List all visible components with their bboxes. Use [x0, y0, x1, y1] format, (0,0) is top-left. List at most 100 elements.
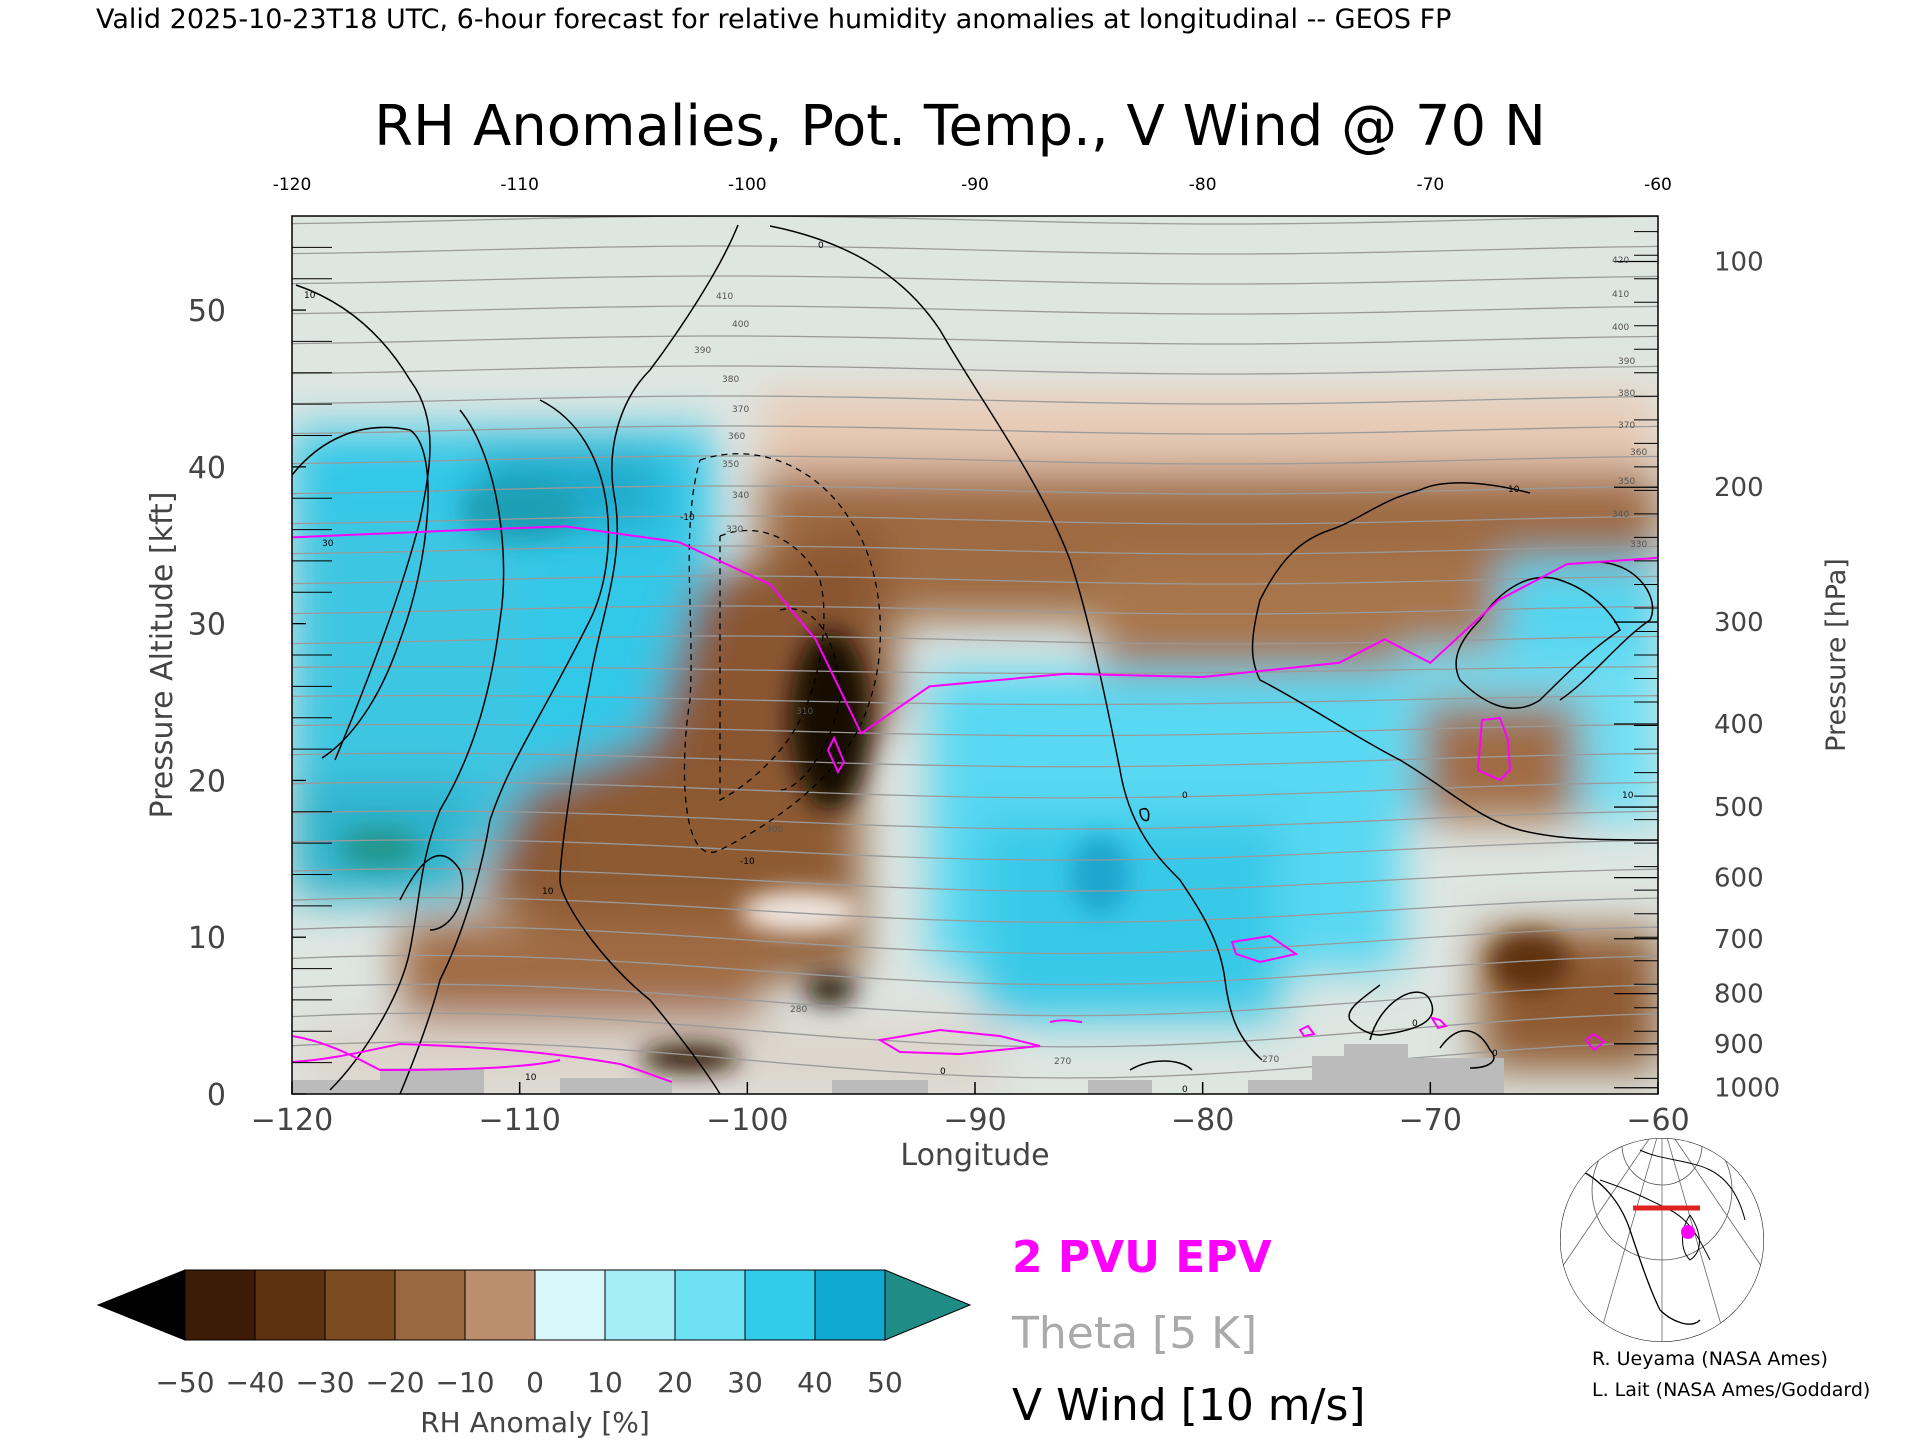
terrain-mask: [292, 1044, 1504, 1094]
theta-contour: [292, 954, 1658, 986]
theta-label: 310: [796, 707, 813, 717]
theta-label: 360: [728, 432, 745, 442]
vwind-label: 0: [1412, 1019, 1418, 1029]
theta-label: 300: [766, 825, 783, 835]
theta-contour: [292, 1012, 1658, 1048]
theta-contour: [292, 455, 1658, 465]
theta-label: 350: [1618, 477, 1635, 487]
theta-contour: [292, 216, 1658, 225]
colorbar-box: [184, 1269, 256, 1341]
theta-contour: [292, 335, 1658, 345]
colorbar-box: [604, 1269, 676, 1341]
theta-label: 400: [732, 320, 749, 330]
theta-label: 410: [716, 292, 733, 302]
x-axis: −120 −110 −100 −90 −80 −70 −60: [251, 1082, 1690, 1138]
y-tick-label: 50: [188, 294, 226, 329]
x-top-tick-label: -70: [1416, 175, 1444, 195]
pressure-tick-label: 900: [1714, 1030, 1764, 1060]
theta-contour: [292, 1041, 1658, 1079]
theta-contour: [292, 365, 1658, 375]
vwind-label: 30: [322, 539, 334, 549]
x-tick-label: −70: [1399, 1103, 1462, 1138]
colorbar-tick-label: −10: [435, 1366, 494, 1399]
vwind-label: 10: [1622, 791, 1634, 801]
pressure-tick-label: 500: [1714, 793, 1764, 823]
theta-label: 370: [732, 405, 749, 415]
theta-label: 340: [732, 491, 749, 501]
theta-contour: [292, 810, 1658, 830]
theta-label: 270: [1054, 1057, 1071, 1067]
x-top-tick-label: -90: [961, 175, 989, 195]
theta-contour: [292, 983, 1658, 1017]
theta-label: 390: [694, 346, 711, 356]
x-top-tick-label: -60: [1644, 175, 1672, 195]
x-tick-label: −100: [706, 1103, 788, 1138]
theta-contour: [292, 305, 1658, 315]
theta-label: 350: [722, 460, 739, 470]
colorbar-box: [674, 1269, 746, 1341]
theta-contour: [292, 752, 1658, 768]
x-tick-label: −90: [943, 1103, 1006, 1138]
colorbar-tick-label: 40: [797, 1366, 833, 1399]
x-top-tick-label: -80: [1189, 175, 1217, 195]
theta-contour: [292, 605, 1658, 615]
x-tick-label: −110: [478, 1103, 560, 1138]
theta-contour: [292, 694, 1658, 706]
y-tick-label: 10: [188, 921, 226, 956]
vwind-negative-contours: [683, 453, 882, 853]
pressure-axis-label: Pressure [hPa]: [1821, 558, 1852, 752]
theta-label: 330: [726, 525, 743, 535]
vwind-contours: [292, 224, 1658, 1094]
theta-contour: [292, 275, 1658, 285]
legend-theta: Theta [5 K]: [1011, 1308, 1257, 1359]
colorbar-under-arrow: [96, 1269, 186, 1341]
theta-contour: [292, 635, 1658, 645]
theta-contour: [292, 868, 1658, 892]
legend-epv: 2 PVU EPV: [1012, 1232, 1272, 1283]
legend-vwind: V Wind [10 m/s]: [1012, 1380, 1366, 1431]
theta-contour: [292, 515, 1658, 525]
theta-contour: [292, 781, 1658, 799]
theta-contour: [292, 395, 1658, 405]
vwind-label: 0: [1182, 791, 1188, 801]
theta-label: 330: [1630, 540, 1647, 550]
colorbar-box: [394, 1269, 466, 1341]
colorbar: −50 −40 −30 −20 −10 0 10 20 30 40 50: [96, 1269, 972, 1399]
epv-closed-contours: [292, 716, 1606, 1083]
pressure-tick-label: 1000: [1714, 1074, 1780, 1104]
pressure-tick-label: 100: [1714, 247, 1764, 277]
y-tick-label: 40: [188, 451, 226, 486]
colorbar-box: [744, 1269, 816, 1341]
credit-line-1: R. Ueyama (NASA Ames): [1592, 1348, 1828, 1370]
colorbar-tick-label: −50: [155, 1366, 214, 1399]
colorbar-over-arrow: [884, 1269, 972, 1341]
theta-label: 280: [790, 1005, 807, 1015]
theta-contour: [292, 839, 1658, 861]
theta-contour: [292, 575, 1658, 585]
x-top-tick-label: -120: [273, 175, 312, 195]
colorbar-box: [324, 1269, 396, 1341]
colorbar-label: RH Anomaly [%]: [420, 1406, 650, 1439]
chart-title: RH Anomalies, Pot. Temp., V Wind @ 70 N: [374, 94, 1546, 159]
theta-contour: [292, 545, 1658, 555]
x-top-axis: -120 -110 -100 -90 -80 -70 -60: [273, 175, 1672, 195]
pressure-tick-label: 200: [1714, 473, 1764, 503]
theta-label: 360: [1630, 448, 1647, 458]
theta-contour: [292, 245, 1658, 255]
vwind-label: 10: [542, 887, 554, 897]
vwind-label: 0: [940, 1067, 946, 1077]
x-tick-label: −60: [1626, 1103, 1689, 1138]
theta-label: 420: [1612, 256, 1629, 266]
theta-contour: [292, 485, 1658, 495]
colorbar-box: [254, 1269, 326, 1341]
theta-label: 410: [1612, 290, 1629, 300]
y-tick-label: 30: [188, 608, 226, 643]
pressure-tick-label: 700: [1714, 925, 1764, 955]
theta-label: 400: [1612, 323, 1629, 333]
colorbar-box: [534, 1269, 606, 1341]
colorbar-tick-label: −40: [225, 1366, 284, 1399]
x-axis-label: Longitude: [900, 1138, 1049, 1173]
colorbar-tick-label: 10: [587, 1366, 623, 1399]
colorbar-tick-label: 30: [727, 1366, 763, 1399]
pressure-tick-label: 600: [1714, 864, 1764, 894]
